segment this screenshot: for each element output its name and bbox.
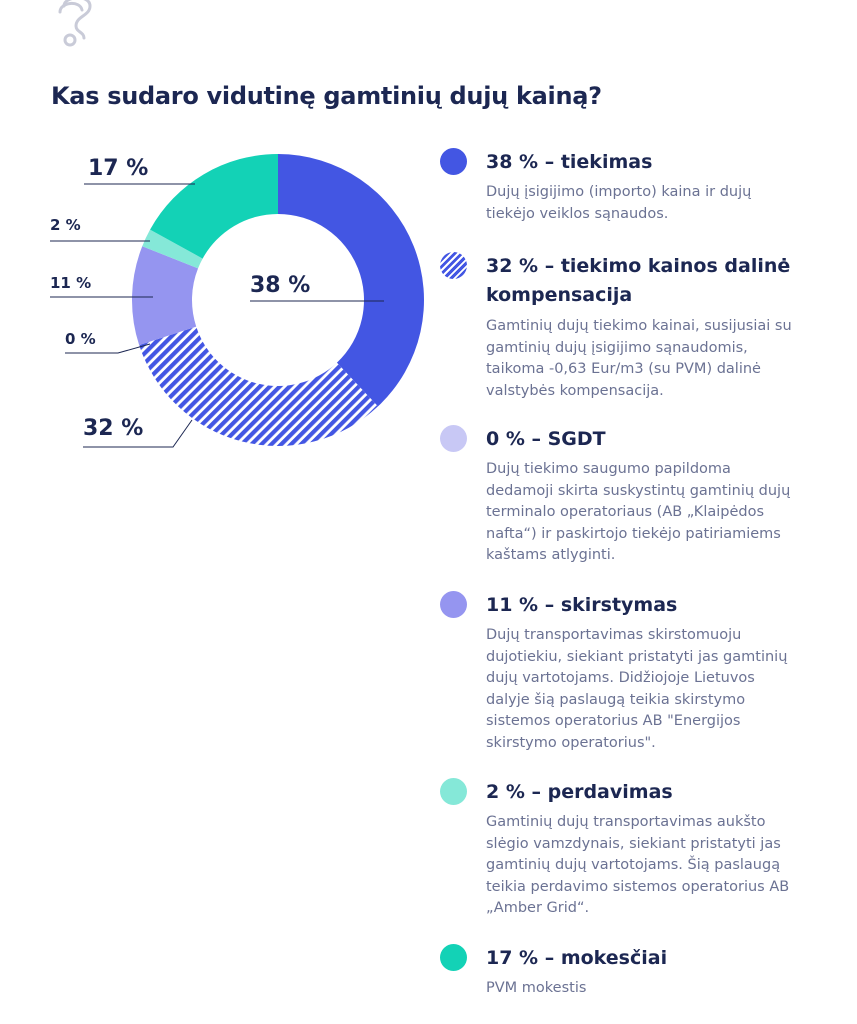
- slice-perdavimas: [142, 229, 203, 269]
- slice-skirstymas: [132, 246, 199, 346]
- donut-chart: 38 % 32 % 0 % 11 % 2 % 17 %: [50, 154, 425, 448]
- data-label-tiekimas: 38 %: [250, 273, 310, 298]
- legend-description-tiekimas: Dujų įsigijimo (importo) kaina ir dujų t…: [486, 184, 752, 222]
- legend-title-skirstymas: 11 % – skirstymas: [486, 594, 678, 616]
- legend-title-mokesciai: 17 % – mokesčiai: [486, 947, 668, 969]
- slice-tiekimas: [278, 154, 425, 407]
- legend-marker-tiekimas: [440, 148, 467, 175]
- legend-description-skirstymas: Dujų transportavimas skirstomuoju dujoti…: [486, 627, 788, 751]
- legend-description-kompensacija: Gamtinių dujų tiekimo kainai, susijusiai…: [486, 318, 792, 399]
- legend-title-perdavimas: 2 % – perdavimas: [486, 781, 673, 803]
- legend-title-tiekimas: 38 % – tiekimas: [486, 151, 653, 173]
- legend-title-kompensacija: 32 % – tiekimo kainos dalinė kompensacij…: [486, 255, 791, 306]
- legend-marker-skirstymas: [440, 591, 467, 618]
- page-title: Kas sudaro vidutinę gamtinių dujų kainą?: [51, 82, 602, 110]
- leader-line-sgdt: [65, 343, 151, 354]
- data-label-skirstymas: 11 %: [50, 274, 91, 292]
- data-label-perdavimas: 2 %: [50, 216, 81, 234]
- legend-marker-sgdt: [440, 425, 467, 452]
- legend-marker-mokesciai: [440, 944, 467, 971]
- legend-title-sgdt: 0 % – SGDT: [486, 428, 606, 450]
- legend-description-mokesciai: PVM mokestis: [486, 980, 587, 996]
- question-mark-icon: [58, 0, 92, 47]
- legend-description-sgdt: Dujų tiekimo saugumo papildoma dedamoji …: [486, 461, 791, 563]
- data-label-mokesciai: 17 %: [88, 156, 148, 181]
- leader-line-kompensacija: [83, 419, 193, 448]
- data-label-kompensacija: 32 %: [83, 416, 143, 441]
- slice-mokesciai: [150, 154, 278, 259]
- legend-marker-kompensacija: [440, 252, 467, 279]
- legend-description-perdavimas: Gamtinių dujų transportavimas aukšto slė…: [486, 814, 790, 916]
- data-label-sgdt: 0 %: [65, 330, 96, 348]
- legend-marker-perdavimas: [440, 778, 467, 805]
- slice-kompensacija: [139, 326, 378, 446]
